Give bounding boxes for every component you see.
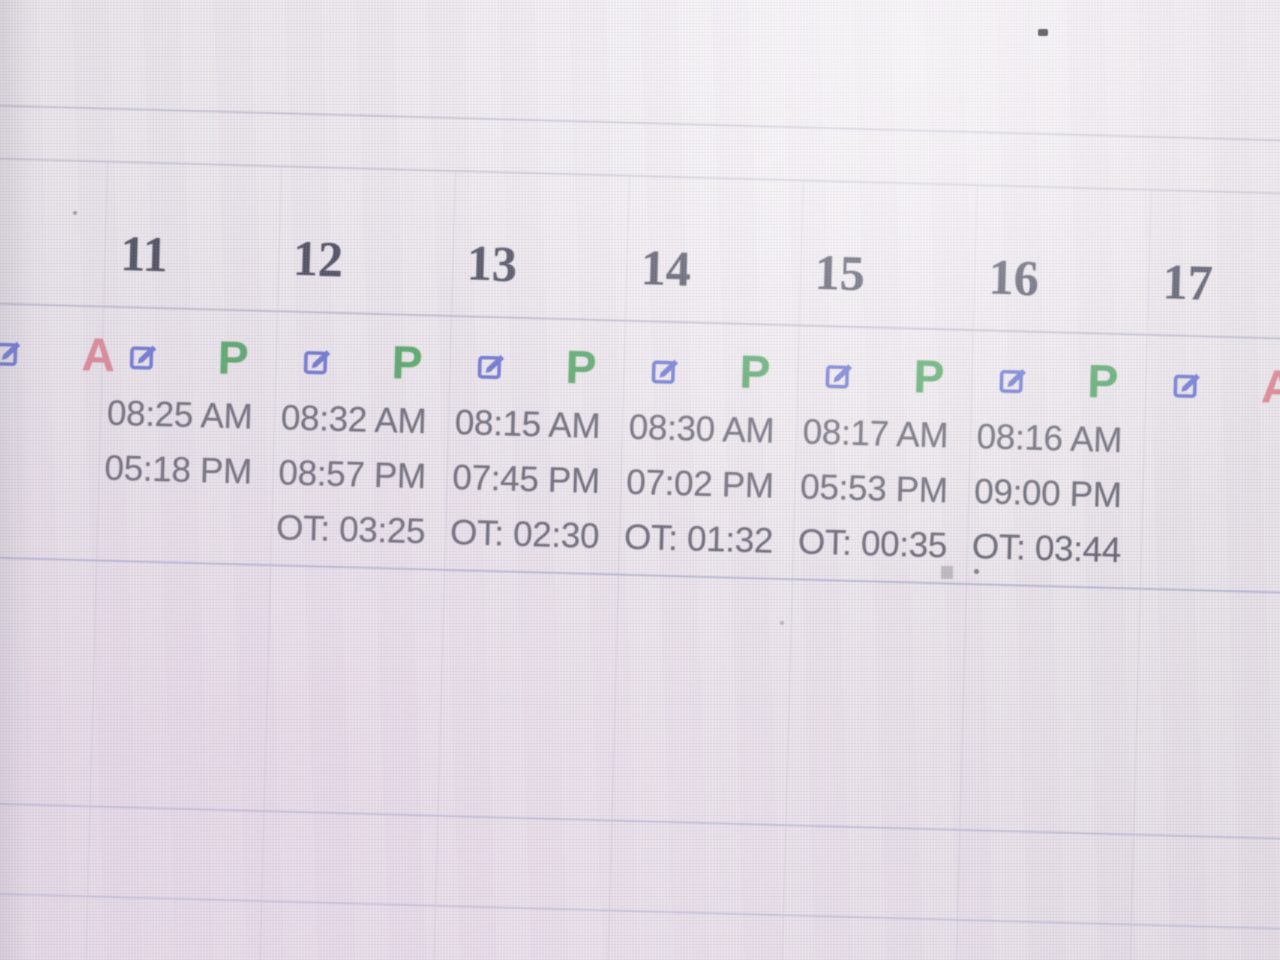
cell-icon-row: P: [624, 345, 798, 399]
attendance-cell-day-17: A: [1140, 335, 1280, 593]
cell-icon-row: P: [102, 331, 276, 385]
cell-icon-row: A: [0, 327, 116, 381]
overtime-label: [90, 495, 264, 555]
check-in-time: 08:32 AM: [280, 398, 427, 442]
day-header-14: 14: [625, 176, 804, 325]
attendance-cell-day-16: P 08:16 AM 09:00 PM OT: 03:44: [966, 331, 1148, 588]
edit-icon[interactable]: [998, 363, 1030, 395]
edit-icon[interactable]: [0, 336, 24, 368]
day-number: 12: [292, 229, 344, 288]
attendance-cell-day-15: P 08:17 AM 05:53 PM OT: 00:35: [793, 326, 974, 584]
day-number: 15: [814, 243, 866, 302]
overtime-label: OT: 01:32: [623, 517, 774, 561]
day-number: 11: [119, 225, 169, 283]
day-header-15: 15: [799, 181, 978, 330]
check-out-time: 05:53 PM: [799, 467, 949, 511]
day-number: 16: [988, 248, 1040, 306]
attendance-cell-day-13: P 08:15 AM 07:45 PM OT: 02:30: [445, 316, 626, 574]
empty-row: [0, 556, 1280, 841]
status-present-badge: P: [912, 350, 945, 404]
check-out-time: 09:00 PM: [973, 472, 1123, 516]
cell-icon-row: P: [450, 341, 624, 394]
attendance-data-row: A P 08:25 AM 05:18 PM P: [0, 302, 1280, 595]
attendance-cell-day-10: A: [0, 302, 116, 560]
day-header-10: 10: [0, 157, 109, 306]
check-in-time: 08:25 AM: [106, 393, 253, 437]
day-number: 17: [1161, 253, 1214, 311]
edit-icon[interactable]: [650, 354, 682, 386]
check-out-time: 08:57 PM: [277, 453, 427, 497]
status-present-badge: P: [391, 336, 424, 390]
check-in-time: 08:17 AM: [802, 412, 949, 456]
day-header-13: 13: [452, 172, 630, 320]
day-number: 14: [640, 239, 692, 297]
attendance-cell-day-14: P 08:30 AM 07:02 PM OT: 01:32: [619, 321, 800, 579]
edit-icon[interactable]: [302, 344, 334, 376]
status-present-badge: P: [738, 345, 771, 399]
status-present-badge: P: [564, 341, 598, 394]
day-header-16: 16: [973, 186, 1152, 334]
cell-icon-row: A: [1146, 359, 1280, 413]
overtime-label: OT: 03:44: [971, 527, 1122, 571]
cell-icon-row: P: [972, 355, 1146, 409]
overtime-label: OT: 03:25: [275, 508, 426, 552]
check-in-time: 08:15 AM: [454, 403, 601, 447]
day-number: 13: [466, 234, 518, 292]
check-out-time: 07:02 PM: [625, 462, 775, 506]
edit-icon[interactable]: [1172, 368, 1204, 400]
status-present-badge: P: [1086, 355, 1119, 409]
overtime-label: OT: 00:35: [797, 522, 948, 566]
attendance-cell-day-12: P 08:32 AM 08:57 PM OT: 03:25: [271, 312, 452, 569]
cell-icon-row: P: [276, 336, 450, 390]
check-out-time: 07:45 PM: [451, 458, 601, 502]
edit-icon[interactable]: [128, 340, 160, 372]
day-header-12: 12: [278, 167, 456, 315]
status-present-badge: P: [217, 331, 250, 385]
edit-icon[interactable]: [824, 359, 856, 391]
check-in-time: 08:30 AM: [628, 407, 775, 451]
check-out-time: 05:18 PM: [104, 448, 253, 492]
cell-icon-row: P: [798, 350, 972, 404]
day-header-11: 11: [104, 162, 282, 311]
day-header-17: 17: [1147, 190, 1280, 339]
attendance-cell-day-11: P 08:25 AM 05:18 PM: [97, 307, 279, 565]
status-absent-badge: A: [1260, 359, 1280, 413]
edit-icon[interactable]: [476, 349, 508, 381]
check-in-time: 08:16 AM: [976, 417, 1123, 461]
overtime-label: OT: 02:30: [449, 513, 600, 557]
